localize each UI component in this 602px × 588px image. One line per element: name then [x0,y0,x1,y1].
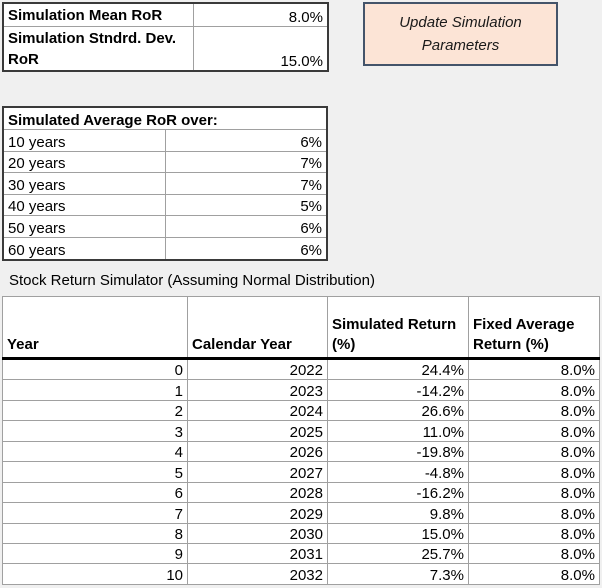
cell-simulated-return[interactable]: 9.8% [327,502,469,524]
table-row: Simulation Mean RoR 8.0% [2,2,329,27]
table-row: Simulation Stndrd. Dev. RoR 15.0% [2,26,329,72]
table-row: 5 2027 -4.8% 8.0% [2,461,600,483]
cell-year[interactable]: 5 [2,461,188,483]
cell-simulated-return[interactable]: 11.0% [327,420,469,442]
table-row: 0 2022 24.4% 8.0% [2,357,600,381]
column-header-calendar-year[interactable]: Calendar Year [187,296,328,360]
table-row: 30 years 7% [2,172,328,195]
column-header-simulated-return[interactable]: Simulated Return (%) [327,296,469,360]
avg-20y-label[interactable]: 20 years [2,150,166,174]
table-row: 10 years 6% [2,129,328,152]
cell-simulated-return[interactable]: 15.0% [327,522,469,544]
update-simulation-parameters-button[interactable]: Update Simulation Parameters [363,2,558,66]
param-stddev-ror-label[interactable]: Simulation Stndrd. Dev. RoR [2,26,194,72]
cell-calendar-year[interactable]: 2029 [187,502,328,524]
cell-simulated-return[interactable]: -4.8% [327,461,469,483]
table-row: 4 2026 -19.8% 8.0% [2,440,600,463]
cell-calendar-year[interactable]: 2024 [187,399,328,422]
cell-simulated-return[interactable]: 24.4% [327,357,469,381]
cell-year[interactable]: 3 [2,420,188,442]
column-header-fixed-average-return[interactable]: Fixed Average Return (%) [468,296,600,360]
avg-20y-value[interactable]: 7% [164,150,328,174]
param-stddev-ror-value[interactable]: 15.0% [193,26,329,72]
param-mean-ror-label[interactable]: Simulation Mean RoR [2,2,194,27]
table-row: 1 2023 -14.2% 8.0% [2,379,600,401]
cell-simulated-return[interactable]: 25.7% [327,542,469,565]
cell-simulated-return[interactable]: 7.3% [327,563,469,585]
cell-calendar-year[interactable]: 2032 [187,563,328,585]
cell-year[interactable]: 8 [2,522,188,544]
cell-year[interactable]: 6 [2,481,188,504]
cell-year[interactable]: 4 [2,440,188,463]
cell-calendar-year[interactable]: 2026 [187,440,328,463]
cell-simulated-return[interactable]: -14.2% [327,379,469,401]
cell-fixed-return[interactable]: 8.0% [468,502,600,524]
cell-fixed-return[interactable]: 8.0% [468,420,600,442]
table-row: 7 2029 9.8% 8.0% [2,502,600,524]
param-mean-ror-value[interactable]: 8.0% [193,2,329,27]
button-label-line2: Parameters [421,37,500,54]
table-row: 8 2030 15.0% 8.0% [2,522,600,544]
table-row: 2 2024 26.6% 8.0% [2,399,600,422]
cell-calendar-year[interactable]: 2022 [187,357,328,381]
table-header-row: Year Calendar Year Simulated Return (%) … [2,296,600,360]
table-row: Simulated Average RoR over: [2,106,328,130]
avg-30y-label[interactable]: 30 years [2,172,166,195]
avg-60y-value[interactable]: 6% [164,236,328,261]
cell-calendar-year[interactable]: 2023 [187,379,328,401]
simulation-parameters-table: Simulation Mean RoR 8.0% Simulation Stnd… [2,2,329,72]
avg-10y-label[interactable]: 10 years [2,129,166,152]
table-row: 40 years 5% [2,193,328,217]
table-row: 50 years 6% [2,215,328,238]
avg-10y-value[interactable]: 6% [164,129,328,152]
cell-fixed-return[interactable]: 8.0% [468,542,600,565]
avg-30y-value[interactable]: 7% [164,172,328,195]
cell-year[interactable]: 1 [2,379,188,401]
table-row: 3 2025 11.0% 8.0% [2,420,600,442]
table-row: 20 years 7% [2,150,328,174]
avg-table-title[interactable]: Simulated Average RoR over: [2,106,328,130]
button-label-line1: Update Simulation [399,14,522,31]
column-header-year[interactable]: Year [2,296,188,360]
table-row: 10 2032 7.3% 8.0% [2,563,600,585]
table-row: 9 2031 25.7% 8.0% [2,542,600,565]
avg-40y-value[interactable]: 5% [164,193,328,217]
stock-return-simulator-table: Year Calendar Year Simulated Return (%) … [2,296,600,585]
cell-year[interactable]: 9 [2,542,188,565]
cell-year[interactable]: 10 [2,563,188,585]
cell-fixed-return[interactable]: 8.0% [468,461,600,483]
avg-60y-label[interactable]: 60 years [2,236,166,261]
cell-fixed-return[interactable]: 8.0% [468,481,600,504]
cell-fixed-return[interactable]: 8.0% [468,379,600,401]
avg-50y-label[interactable]: 50 years [2,215,166,238]
cell-fixed-return[interactable]: 8.0% [468,357,600,381]
simulated-average-ror-table: Simulated Average RoR over: 10 years 6% … [2,106,328,261]
cell-simulated-return[interactable]: 26.6% [327,399,469,422]
cell-year[interactable]: 7 [2,502,188,524]
cell-year[interactable]: 2 [2,399,188,422]
cell-simulated-return[interactable]: -16.2% [327,481,469,504]
cell-calendar-year[interactable]: 2031 [187,542,328,565]
cell-year[interactable]: 0 [2,357,188,381]
avg-40y-label[interactable]: 40 years [2,193,166,217]
cell-fixed-return[interactable]: 8.0% [468,440,600,463]
cell-fixed-return[interactable]: 8.0% [468,399,600,422]
simulator-section-title: Stock Return Simulator (Assuming Normal … [9,272,375,289]
cell-calendar-year[interactable]: 2025 [187,420,328,442]
cell-calendar-year[interactable]: 2030 [187,522,328,544]
cell-fixed-return[interactable]: 8.0% [468,563,600,585]
table-row: 60 years 6% [2,236,328,261]
table-row: 6 2028 -16.2% 8.0% [2,481,600,504]
cell-simulated-return[interactable]: -19.8% [327,440,469,463]
cell-calendar-year[interactable]: 2027 [187,461,328,483]
cell-calendar-year[interactable]: 2028 [187,481,328,504]
cell-fixed-return[interactable]: 8.0% [468,522,600,544]
avg-50y-value[interactable]: 6% [164,215,328,238]
